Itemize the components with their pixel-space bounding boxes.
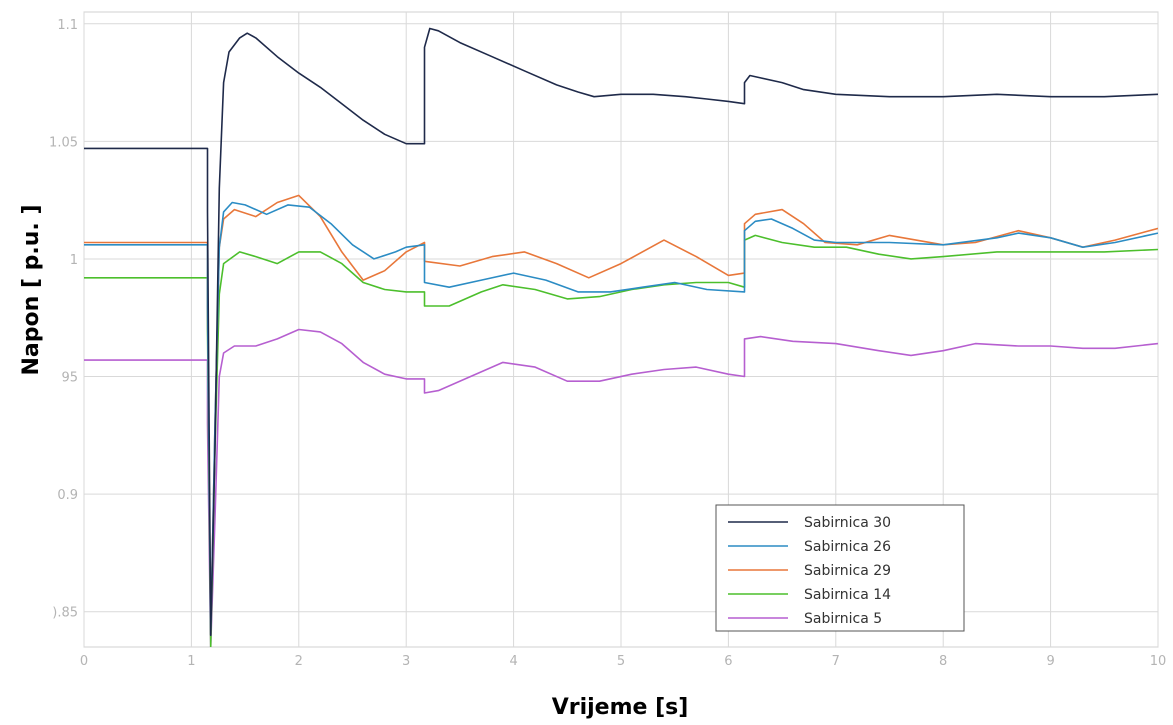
y-tick-label: ).85 bbox=[52, 606, 78, 621]
series-line-sabirnica-5 bbox=[84, 328, 1158, 647]
x-tick-label: 3 bbox=[402, 654, 410, 669]
y-tick-label: 95 bbox=[61, 371, 78, 386]
series-line-sabirnica-30 bbox=[84, 27, 1158, 636]
x-tick-label: 9 bbox=[1046, 654, 1054, 669]
legend-label: Sabirnica 30 bbox=[804, 515, 891, 531]
y-tick-label: 1.1 bbox=[57, 18, 78, 33]
y-axis-label: Napon [ p.u. ] bbox=[19, 205, 44, 376]
x-tick-label: 7 bbox=[832, 654, 840, 669]
x-axis-label: Vrijeme [s] bbox=[552, 695, 689, 720]
x-tick-label: 1 bbox=[187, 654, 195, 669]
x-tick-label: 2 bbox=[295, 654, 303, 669]
x-tick-label: 5 bbox=[617, 654, 625, 669]
tick-labels: 0 1 2 3 4 5 6 7 8 9 10 ).85 0.9 95 1 1.05 1.1 bbox=[49, 18, 1166, 669]
legend-label: Sabirnica 5 bbox=[804, 611, 882, 627]
y-tick-label: 1.05 bbox=[49, 135, 78, 150]
series-line-sabirnica-29 bbox=[84, 194, 1158, 636]
x-tick-label: 6 bbox=[724, 654, 732, 669]
series-lines bbox=[84, 27, 1158, 647]
x-tick-label: 4 bbox=[509, 654, 517, 669]
legend-box bbox=[715, 504, 965, 632]
series-line-sabirnica-26 bbox=[84, 201, 1158, 636]
y-tick-label: 0.9 bbox=[57, 488, 78, 503]
legend-label: Sabirnica 26 bbox=[804, 539, 891, 555]
x-tick-label: 10 bbox=[1150, 654, 1167, 669]
grid bbox=[83, 11, 1159, 648]
x-tick-label: 0 bbox=[80, 654, 88, 669]
legend: Sabirnica 30 Sabirnica 26 Sabirnica 29 Sabi… bbox=[715, 504, 965, 632]
legend-label: Sabirnica 29 bbox=[804, 563, 891, 579]
x-tick-label: 8 bbox=[939, 654, 947, 669]
legend-label: Sabirnica 14 bbox=[804, 587, 891, 603]
series-line-sabirnica-14 bbox=[84, 234, 1158, 647]
y-tick-label: 1 bbox=[70, 253, 78, 268]
